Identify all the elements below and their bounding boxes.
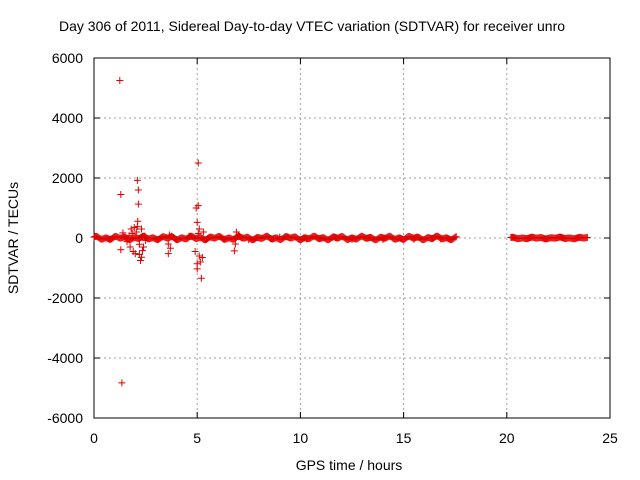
y-tick-label: -6000 <box>47 410 83 426</box>
data-point <box>119 229 127 237</box>
data-point <box>128 230 136 237</box>
data-point <box>132 228 140 236</box>
data-points <box>90 77 591 387</box>
data-point <box>131 250 139 258</box>
data-point <box>196 258 204 266</box>
data-point <box>245 236 253 244</box>
data-point <box>116 77 124 84</box>
axis-ticks <box>93 57 611 419</box>
data-point <box>197 274 205 282</box>
y-tick-label: 2000 <box>52 170 83 186</box>
data-point <box>583 233 591 241</box>
x-tick-labels: 0 5 10 15 20 25 <box>90 430 618 446</box>
x-tick-label: 5 <box>193 430 201 446</box>
data-point <box>230 247 238 255</box>
data-point <box>133 176 141 184</box>
data-point <box>199 228 207 236</box>
y-tick-label: 6000 <box>52 50 83 66</box>
data-point <box>452 233 460 241</box>
y-tick-labels: -6000 -4000 -2000 0 2000 4000 6000 <box>47 50 83 426</box>
data-point <box>137 253 145 261</box>
data-point <box>231 240 239 248</box>
data-point <box>195 225 203 233</box>
data-point <box>191 248 199 255</box>
data-point <box>134 200 142 208</box>
x-tick-label: 20 <box>499 430 515 446</box>
y-tick-label: -2000 <box>47 290 83 306</box>
x-tick-label: 0 <box>90 430 98 446</box>
chart-title: Day 306 of 2011, Sidereal Day-to-day VTE… <box>59 18 565 34</box>
data-point <box>164 240 172 248</box>
data-point <box>135 240 143 248</box>
data-point <box>127 225 135 233</box>
data-point <box>276 233 284 241</box>
data-point <box>185 232 193 240</box>
data-point <box>133 223 141 231</box>
data-point <box>193 265 201 273</box>
data-point <box>134 186 142 194</box>
y-tick-label: 0 <box>75 230 83 246</box>
data-point <box>437 235 445 243</box>
data-point <box>167 232 175 240</box>
y-tick-label: 4000 <box>52 110 83 126</box>
data-point <box>164 250 172 258</box>
data-point <box>194 230 202 237</box>
data-point <box>303 235 311 243</box>
data-point <box>117 246 125 254</box>
data-point <box>141 232 149 240</box>
data-point <box>348 235 356 243</box>
data-point <box>194 159 202 167</box>
data-point <box>379 236 387 243</box>
data-point <box>126 243 134 251</box>
x-tick-label: 10 <box>293 430 309 446</box>
data-point <box>198 254 206 261</box>
data-point <box>166 244 174 252</box>
data-point <box>130 224 138 231</box>
y-tick-label: -4000 <box>47 350 83 366</box>
data-point <box>123 238 131 246</box>
data-point <box>142 236 150 244</box>
data-point <box>117 191 125 198</box>
data-point <box>195 252 203 260</box>
data-point <box>410 235 418 243</box>
data-point <box>140 243 148 251</box>
data-point <box>194 202 202 210</box>
x-axis-label: GPS time / hours <box>296 457 403 473</box>
x-tick-label: 25 <box>602 430 618 446</box>
data-point <box>136 257 144 264</box>
data-point <box>193 218 201 226</box>
y-axis-label: SDTVAR / TECUs <box>5 182 21 294</box>
data-point <box>139 247 147 255</box>
data-point <box>137 225 145 233</box>
x-tick-label: 15 <box>396 430 412 446</box>
data-point <box>118 379 126 387</box>
data-point <box>234 231 242 239</box>
